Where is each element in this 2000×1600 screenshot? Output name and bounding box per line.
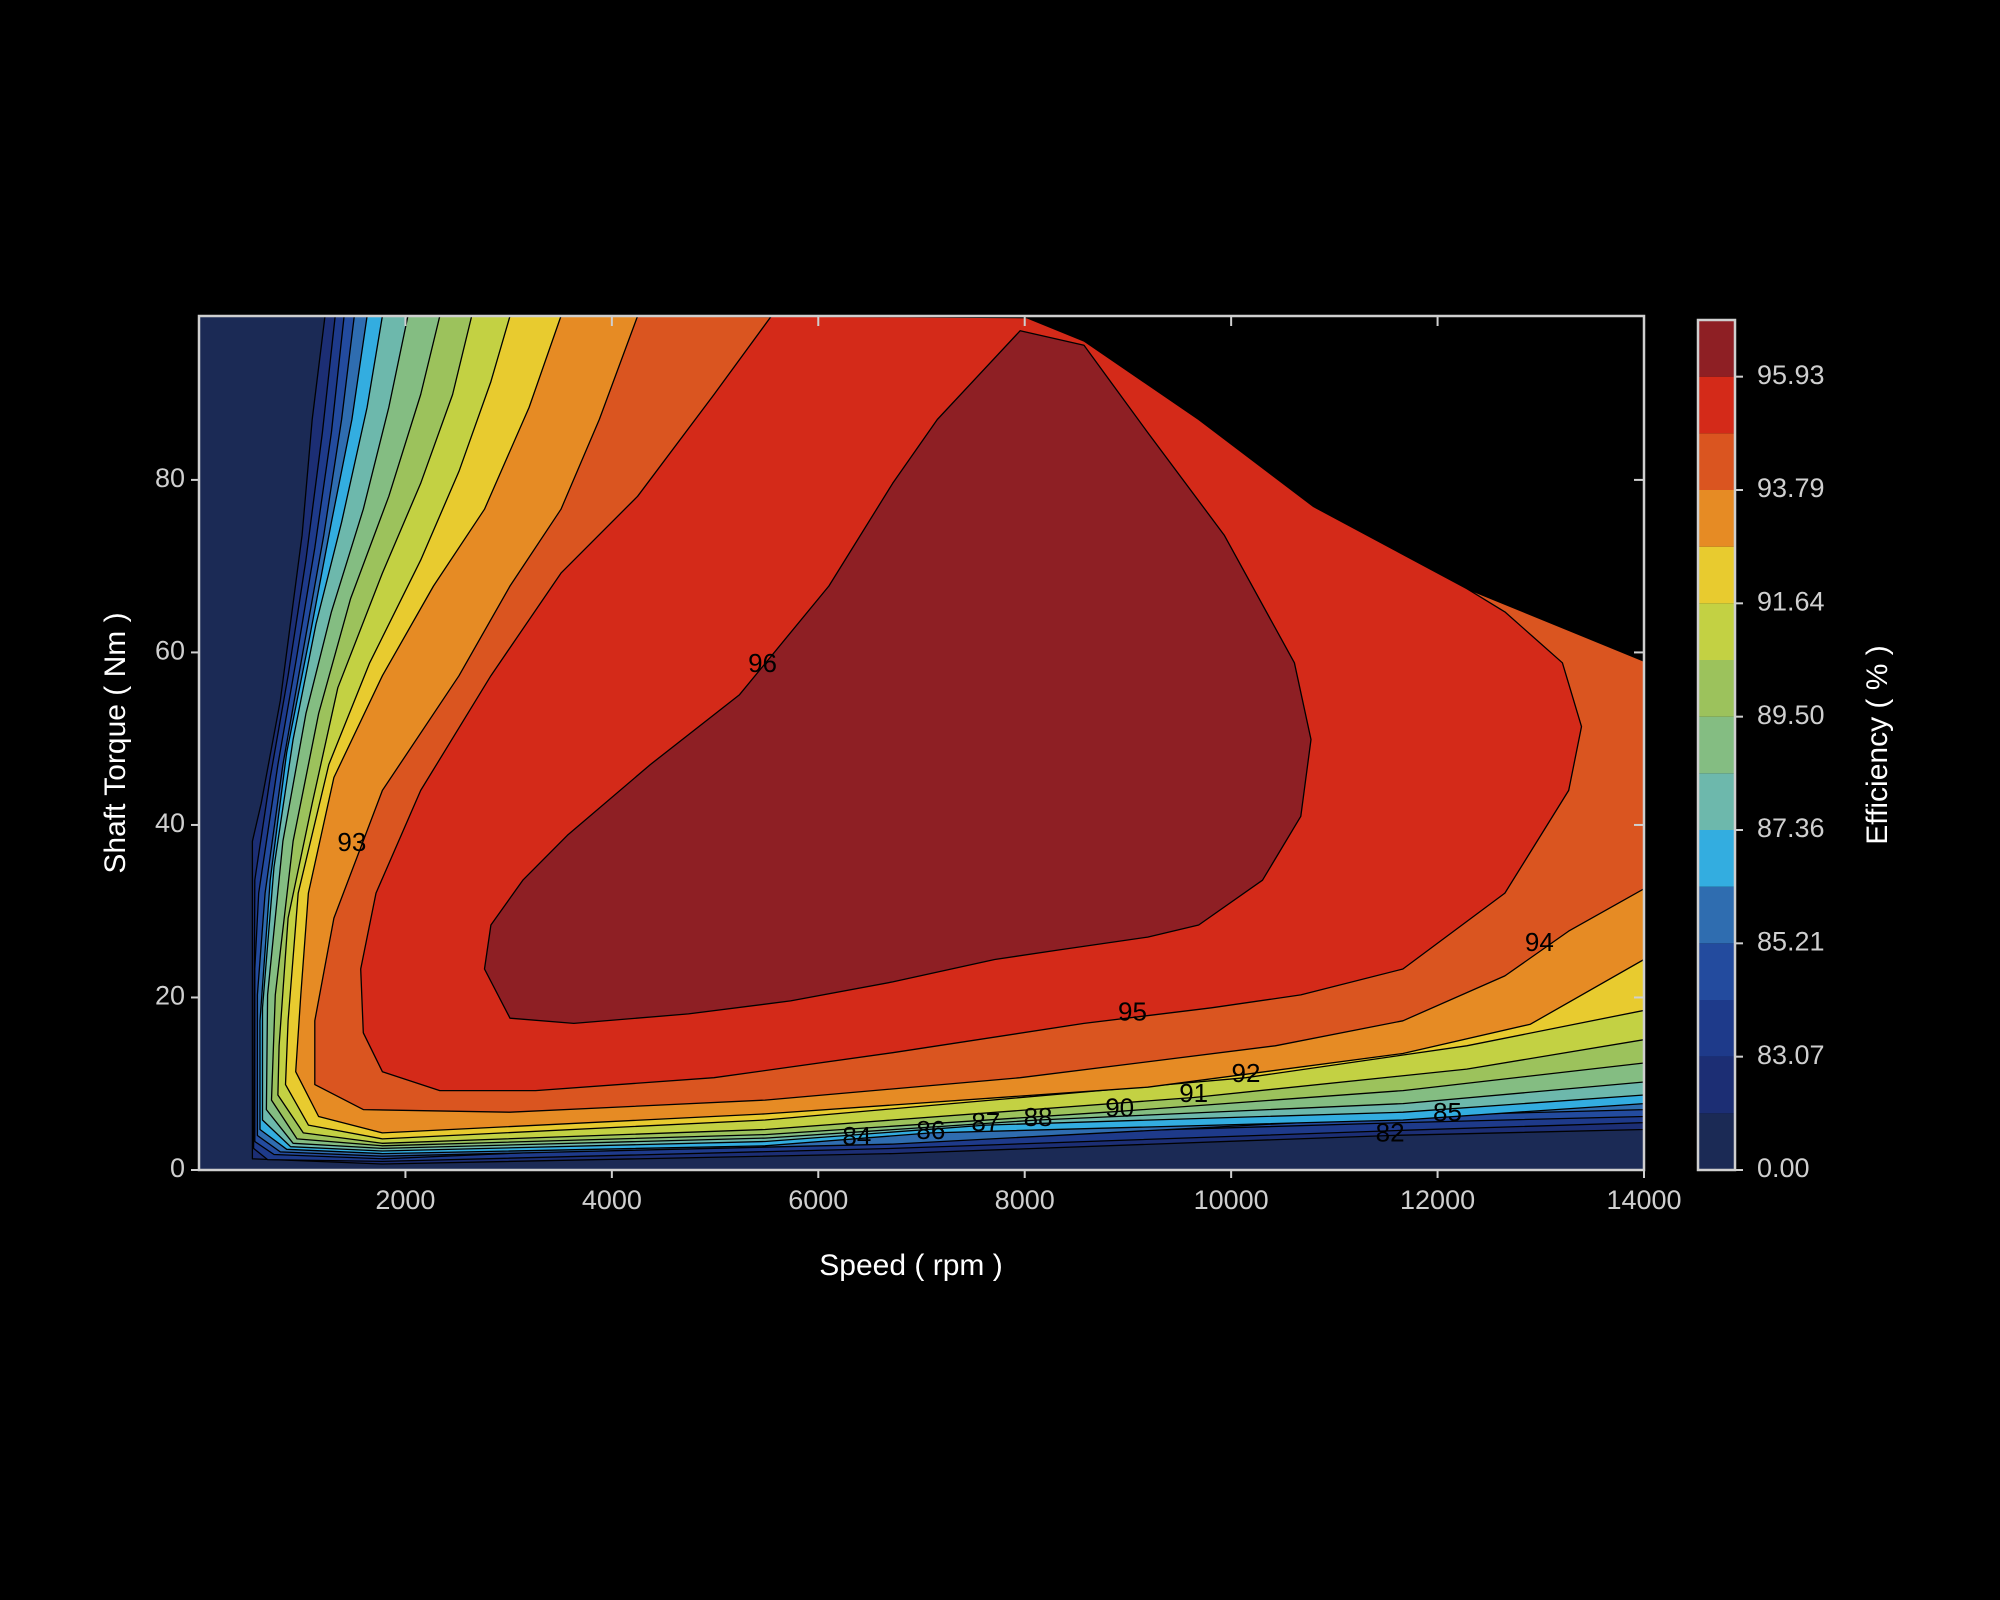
y-tick-label: 60 — [155, 636, 185, 666]
colorbar-label: Efficiency ( % ) — [1861, 645, 1894, 845]
contour-label: 85 — [1433, 1097, 1462, 1127]
contour-label: 91 — [1179, 1078, 1208, 1108]
x-tick-label: 4000 — [582, 1185, 642, 1215]
plot-area: 96 95 94 93 92 91 90 88 87 86 85 84 82 — [199, 316, 1644, 1170]
colorbar-band — [1698, 830, 1735, 887]
x-tick-label: 6000 — [788, 1185, 848, 1215]
colorbar-band — [1698, 1000, 1735, 1057]
colorbar-tick-label: 95.93 — [1757, 360, 1825, 390]
colorbar-band — [1698, 886, 1735, 944]
x-axis-label: Speed ( rpm ) — [819, 1249, 1002, 1282]
y-tick-label: 0 — [170, 1153, 185, 1183]
y-tick-label: 20 — [155, 981, 185, 1011]
x-tick-label: 2000 — [375, 1185, 435, 1215]
y-axis-label: Shaft Torque ( Nm ) — [99, 612, 132, 873]
colorbar-tick-label: 89.50 — [1757, 700, 1825, 730]
colorbar-tick-label: 0.00 — [1757, 1153, 1810, 1183]
x-tick-label: 10000 — [1194, 1185, 1269, 1215]
x-tick-label: 12000 — [1400, 1185, 1475, 1215]
x-tick-label: 8000 — [995, 1185, 1055, 1215]
contour-label: 90 — [1105, 1092, 1134, 1122]
y-tick-label: 40 — [155, 808, 185, 838]
contour-region — [483, 330, 1312, 1025]
contour-label: 93 — [337, 827, 366, 857]
contour-label: 82 — [1376, 1118, 1405, 1148]
colorbar-tick-label: 83.07 — [1757, 1040, 1825, 1070]
colorbar-band — [1698, 773, 1735, 830]
colorbar-band — [1698, 433, 1735, 490]
colorbar-band — [1698, 660, 1735, 717]
colorbar-band — [1698, 546, 1735, 604]
contour-label: 86 — [916, 1115, 945, 1145]
axes: 0.00 83.07 85.21 87.36 89.50 91.64 93.79 95.93 2… — [155, 314, 1825, 1215]
colorbar-frame — [1696, 318, 1737, 1172]
colorbar-band — [1698, 490, 1735, 547]
colorbar-tick-label: 85.21 — [1757, 926, 1825, 956]
contour-label: 95 — [1118, 997, 1147, 1027]
colorbar-tick-label: 93.79 — [1757, 473, 1825, 503]
colorbar-tick-label: 91.64 — [1757, 586, 1825, 616]
contour-label: 87 — [971, 1107, 1000, 1137]
colorbar-band — [1698, 716, 1735, 774]
contour-label: 94 — [1525, 927, 1554, 957]
colorbar-band — [1698, 943, 1735, 1000]
colorbar-band — [1698, 1056, 1735, 1114]
y-tick-label: 80 — [155, 463, 185, 493]
contour-label: 84 — [842, 1121, 871, 1151]
plot-frame — [197, 314, 1646, 1172]
colorbar-band — [1698, 320, 1735, 377]
x-tick-label: 14000 — [1606, 1185, 1681, 1215]
contour-label: 96 — [748, 648, 777, 678]
colorbar-band — [1698, 1113, 1735, 1170]
contour-label: 88 — [1024, 1102, 1053, 1132]
colorbar-tick-label: 87.36 — [1757, 813, 1825, 843]
colorbar-band — [1698, 376, 1735, 434]
colorbar-band — [1698, 603, 1735, 660]
contour-label: 92 — [1232, 1058, 1261, 1088]
